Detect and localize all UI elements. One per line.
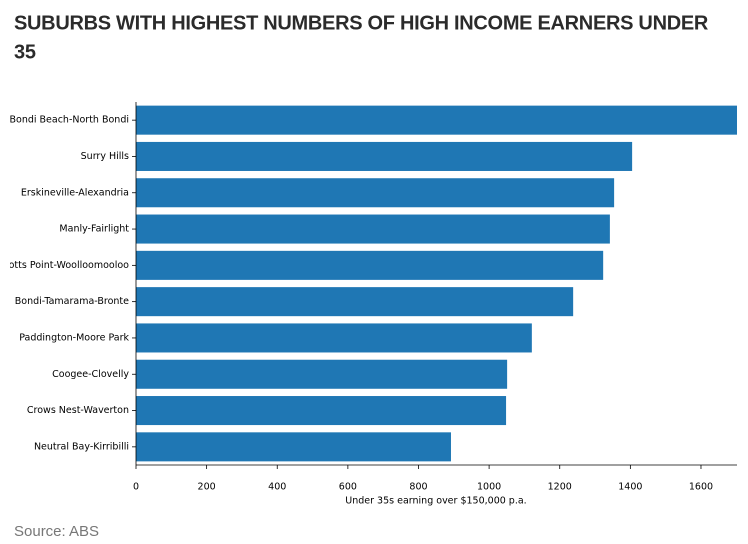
bar [136, 396, 507, 426]
y-tick-label: Coogee-Clovelly [52, 369, 129, 380]
y-tick-label: Potts Point-Woolloomooloo [3, 260, 129, 271]
bar [136, 323, 532, 353]
y-tick-label: Surry Hills [81, 151, 129, 162]
x-tick-label: 0 [133, 482, 139, 493]
y-tick-label: Crows Nest-Waverton [27, 405, 129, 416]
bar [136, 432, 451, 462]
x-tick-label: 1200 [548, 482, 572, 493]
x-tick-label: 400 [268, 482, 286, 493]
x-tick-label: 1000 [477, 482, 501, 493]
bar [136, 178, 615, 208]
bar [136, 105, 737, 135]
y-tick-label: Paddington-Moore Park [19, 332, 129, 343]
chart-title-line-1: SUBURBS WITH HIGHEST NUMBERS OF HIGH INC… [14, 12, 709, 34]
x-axis-label: Under 35s earning over $150,000 p.a. [345, 496, 526, 507]
bar [136, 214, 610, 244]
source: Source: ABS [14, 523, 99, 540]
x-tick-label: 800 [409, 482, 427, 493]
y-tick-label: Neutral Bay-Kirribilli [34, 441, 129, 452]
y-tick-label: Bondi Beach-North Bondi [9, 115, 129, 126]
bar [136, 141, 633, 171]
y-tick-label: Bondi-Tamarama-Bronte [15, 296, 129, 307]
x-tick-label: 600 [339, 482, 357, 493]
x-tick-label: 200 [198, 482, 216, 493]
y-tick-label: Erskineville-Alexandria [21, 187, 129, 198]
bar [136, 359, 508, 389]
bar [136, 250, 604, 280]
y-tick-label: Manly-Fairlight [59, 224, 129, 235]
x-tick-label: 1600 [689, 482, 713, 493]
chart-title-line-2: 35 [14, 41, 36, 63]
bar [136, 287, 574, 317]
x-tick-label: 1400 [618, 482, 642, 493]
plot: Bondi Beach-North Bondi Surry Hills Erskin… [3, 115, 129, 453]
